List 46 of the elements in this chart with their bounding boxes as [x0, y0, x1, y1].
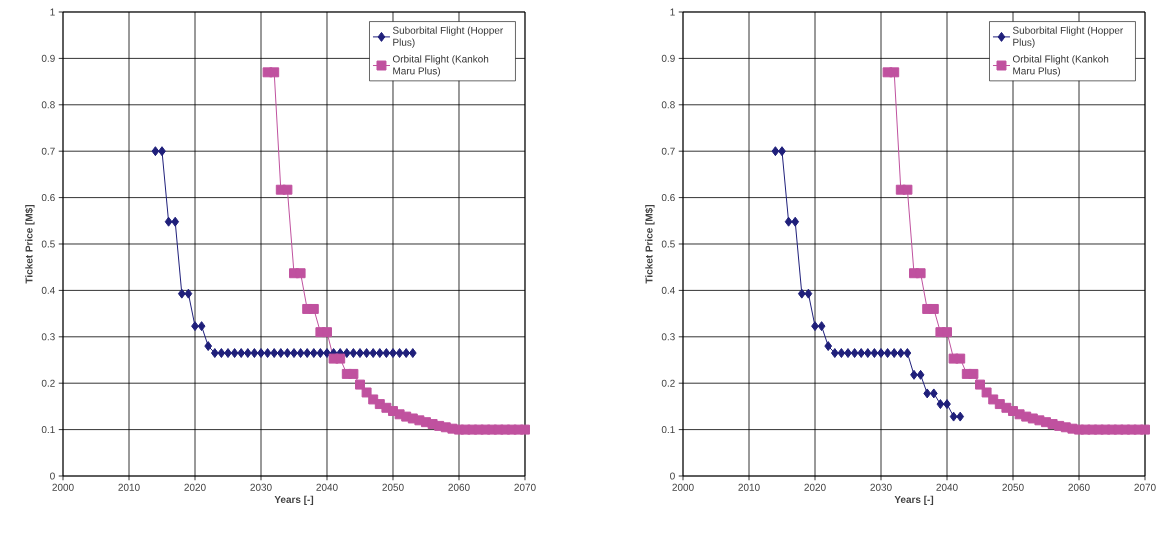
y-tick-label: 0.6: [41, 194, 55, 202]
y-tick-label: 1: [50, 8, 55, 16]
x-tick-label: 2050: [1002, 483, 1024, 491]
legend-label: Suborbital Flight (Hopper Plus): [1012, 26, 1124, 48]
x-tick-label: 2010: [118, 483, 140, 491]
x-tick-label: 2020: [184, 483, 206, 491]
x-tick-label: 2030: [250, 483, 272, 491]
y-tick-label: 0.8: [41, 101, 55, 109]
legend-label: Orbital Flight (Kankoh Maru Plus): [1012, 55, 1109, 77]
y-tick-label: 0.6: [661, 194, 675, 202]
x-tick-label: 2000: [52, 483, 74, 491]
x-tick-label: 2070: [514, 483, 536, 491]
legend-label: Suborbital Flight (Hopper Plus): [392, 26, 504, 48]
y-tick-label: 0.9: [661, 54, 675, 62]
y-tick-label: 0: [670, 472, 675, 480]
y-tick-label: 0.3: [661, 333, 675, 341]
y-axis-title: Ticket Price [M$]: [25, 205, 35, 284]
y-tick-label: 0.2: [661, 379, 675, 387]
x-tick-label: 2010: [738, 483, 760, 491]
y-axis-title: Ticket Price [M$]: [645, 205, 655, 284]
y-tick-label: 0.5: [41, 240, 55, 248]
y-tick-label: 0.4: [41, 286, 55, 294]
y-tick-label: 0: [50, 472, 55, 480]
y-tick-label: 0.5: [661, 240, 675, 248]
y-tick-label: 0.7: [661, 147, 675, 155]
y-tick-label: 1: [670, 8, 675, 16]
y-tick-label: 0.7: [41, 147, 55, 155]
y-tick-label: 0.1: [661, 426, 675, 434]
y-tick-label: 0.3: [41, 333, 55, 341]
x-tick-label: 2050: [382, 483, 404, 491]
y-tick-label: 0.9: [41, 54, 55, 62]
x-tick-label: 2040: [936, 483, 958, 491]
x-tick-label: 2040: [316, 483, 338, 491]
x-tick-label: 2060: [448, 483, 470, 491]
y-tick-label: 0.2: [41, 379, 55, 387]
legend-label: Orbital Flight (Kankoh Maru Plus): [392, 55, 489, 77]
y-tick-label: 0.8: [661, 101, 675, 109]
x-tick-label: 2020: [804, 483, 826, 491]
x-axis-title: Years [-]: [894, 495, 934, 505]
x-tick-label: 2060: [1068, 483, 1090, 491]
x-tick-label: 2070: [1134, 483, 1156, 491]
x-tick-label: 2030: [870, 483, 892, 491]
x-axis-title: Years [-]: [274, 495, 314, 505]
x-tick-label: 2000: [672, 483, 694, 491]
y-tick-label: 0.1: [41, 426, 55, 434]
y-tick-label: 0.4: [661, 286, 675, 294]
